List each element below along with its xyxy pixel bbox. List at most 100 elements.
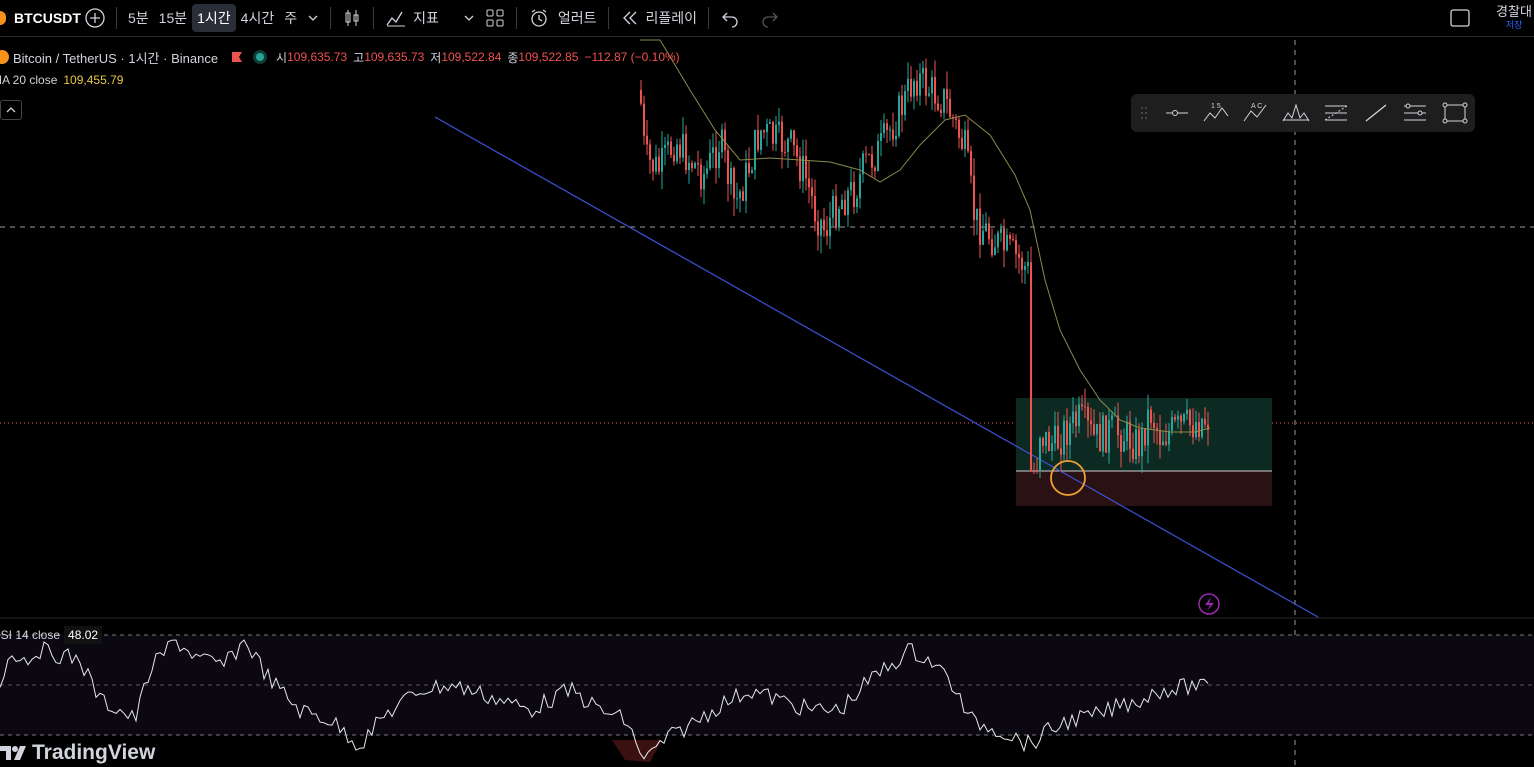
- interval-5m[interactable]: 5분: [128, 10, 149, 26]
- flag-icon[interactable]: [230, 50, 244, 64]
- indicators-icon: [386, 11, 406, 27]
- candle-body: [904, 91, 906, 115]
- candle-body: [655, 156, 657, 172]
- symbol-search[interactable]: BTCUSDT: [14, 10, 81, 26]
- layout-name: 경찰대: [1496, 5, 1532, 19]
- candle-body: [1090, 420, 1092, 425]
- candle-body: [685, 133, 687, 171]
- alert-button[interactable]: 얼러트: [523, 4, 602, 32]
- trend-line-icon[interactable]: [1356, 94, 1396, 132]
- candle-body: [724, 129, 726, 151]
- fullscreen-button[interactable]: [1444, 4, 1476, 32]
- candle-body: [1033, 470, 1035, 471]
- drag-handle-icon[interactable]: [1131, 94, 1157, 132]
- rsi-oversold-fill: [612, 740, 662, 762]
- candle-body: [790, 130, 792, 139]
- divider: [373, 7, 375, 29]
- interval-1h[interactable]: 1시간: [192, 4, 236, 32]
- tradingview-logo[interactable]: TradingView: [0, 741, 155, 765]
- plus-circle-icon: [85, 8, 105, 28]
- candle-body: [1141, 427, 1143, 457]
- divider: [607, 7, 609, 29]
- candle-body: [682, 133, 684, 158]
- candle-body: [709, 152, 711, 169]
- candle-body: [751, 169, 753, 174]
- rsi-value: 48.02: [64, 626, 103, 644]
- chart-canvas[interactable]: [0, 38, 1534, 767]
- candle-body: [742, 191, 744, 201]
- templates-button[interactable]: [480, 4, 510, 32]
- candle-body: [1072, 411, 1074, 424]
- candle-body: [1177, 415, 1179, 420]
- rectangle-icon[interactable]: [1435, 94, 1475, 132]
- candle-body: [826, 230, 828, 237]
- candle-body: [1015, 239, 1017, 254]
- rsi-band: [0, 635, 1534, 735]
- redo-button[interactable]: [755, 4, 785, 32]
- interval-dropdown[interactable]: [302, 4, 324, 32]
- candle-body: [814, 196, 816, 222]
- candle-body: [985, 223, 987, 231]
- collapse-legend-button[interactable]: [0, 100, 22, 120]
- pair-title: Bitcoin / TetherUS · 1시간 · Binance: [13, 50, 219, 66]
- open-label: 시: [276, 50, 288, 65]
- candle-body: [730, 167, 732, 185]
- wave-15-icon[interactable]: 1 5: [1197, 94, 1237, 132]
- candle-body: [733, 167, 735, 199]
- market-status-icon[interactable]: [252, 49, 268, 65]
- candle-body: [898, 95, 900, 136]
- rsi-legend[interactable]: RSI 14 close 48.02: [0, 626, 103, 644]
- candle-body: [721, 129, 723, 153]
- square-icon: [1450, 9, 1470, 27]
- candle-body: [643, 103, 645, 136]
- abc-pattern-icon[interactable]: A C: [1236, 94, 1276, 132]
- candle-body: [934, 76, 936, 104]
- chart-type-button[interactable]: [337, 4, 367, 32]
- candle-body: [994, 247, 996, 255]
- chart-legend: Bitcoin / TetherUS · 1시간 · Binance 시 109…: [0, 46, 680, 68]
- add-compare-button[interactable]: [80, 4, 110, 32]
- candle-body: [1183, 414, 1185, 422]
- candle-body: [1099, 424, 1101, 452]
- fib-grid-icon[interactable]: [1316, 94, 1356, 132]
- indicators-button[interactable]: 지표: [380, 4, 444, 32]
- candle-body: [1147, 409, 1149, 446]
- candle-body: [802, 155, 804, 182]
- candle-body: [973, 175, 975, 220]
- head-shoulders-icon[interactable]: [1276, 94, 1316, 132]
- candle-body: [757, 129, 759, 150]
- candle-body: [871, 154, 873, 168]
- candle-body: [1153, 422, 1155, 429]
- interval-15m[interactable]: 15분: [158, 10, 188, 26]
- candle-body: [1093, 424, 1095, 435]
- ma-legend[interactable]: MA 20 close 109,455.79: [0, 73, 123, 87]
- divider: [515, 7, 517, 29]
- parallel-channel-icon[interactable]: [1395, 94, 1435, 132]
- replay-button[interactable]: 리플레이: [615, 4, 703, 32]
- candle-body: [1081, 404, 1083, 407]
- candle-body: [1060, 448, 1062, 455]
- candle-body: [649, 144, 651, 160]
- close-value: 109,522.85: [518, 50, 579, 64]
- interval-week[interactable]: 주: [284, 10, 298, 26]
- candle-body: [1027, 262, 1029, 267]
- candle-body: [838, 209, 840, 228]
- candle-body: [1195, 422, 1197, 438]
- undo-button[interactable]: [715, 4, 745, 32]
- candle-body: [865, 153, 867, 155]
- candle-body: [796, 145, 798, 157]
- candle-body: [844, 199, 846, 216]
- interval-4h[interactable]: 4시간: [240, 10, 275, 26]
- candle-body: [868, 154, 870, 156]
- brand-name: TradingView: [32, 741, 156, 764]
- candle-body: [1207, 424, 1209, 430]
- candle-body: [679, 144, 681, 158]
- indicators-dropdown[interactable]: [458, 4, 480, 32]
- candle-body: [958, 119, 960, 138]
- candle-body: [1138, 429, 1140, 457]
- change-value: −112.87 (−0.10%): [584, 50, 680, 64]
- candle-body: [1114, 415, 1116, 417]
- horizontal-ray-icon[interactable]: [1157, 94, 1197, 132]
- layout-name-button[interactable]: 경찰대 저장: [1494, 5, 1534, 31]
- close-label: 종: [507, 50, 519, 65]
